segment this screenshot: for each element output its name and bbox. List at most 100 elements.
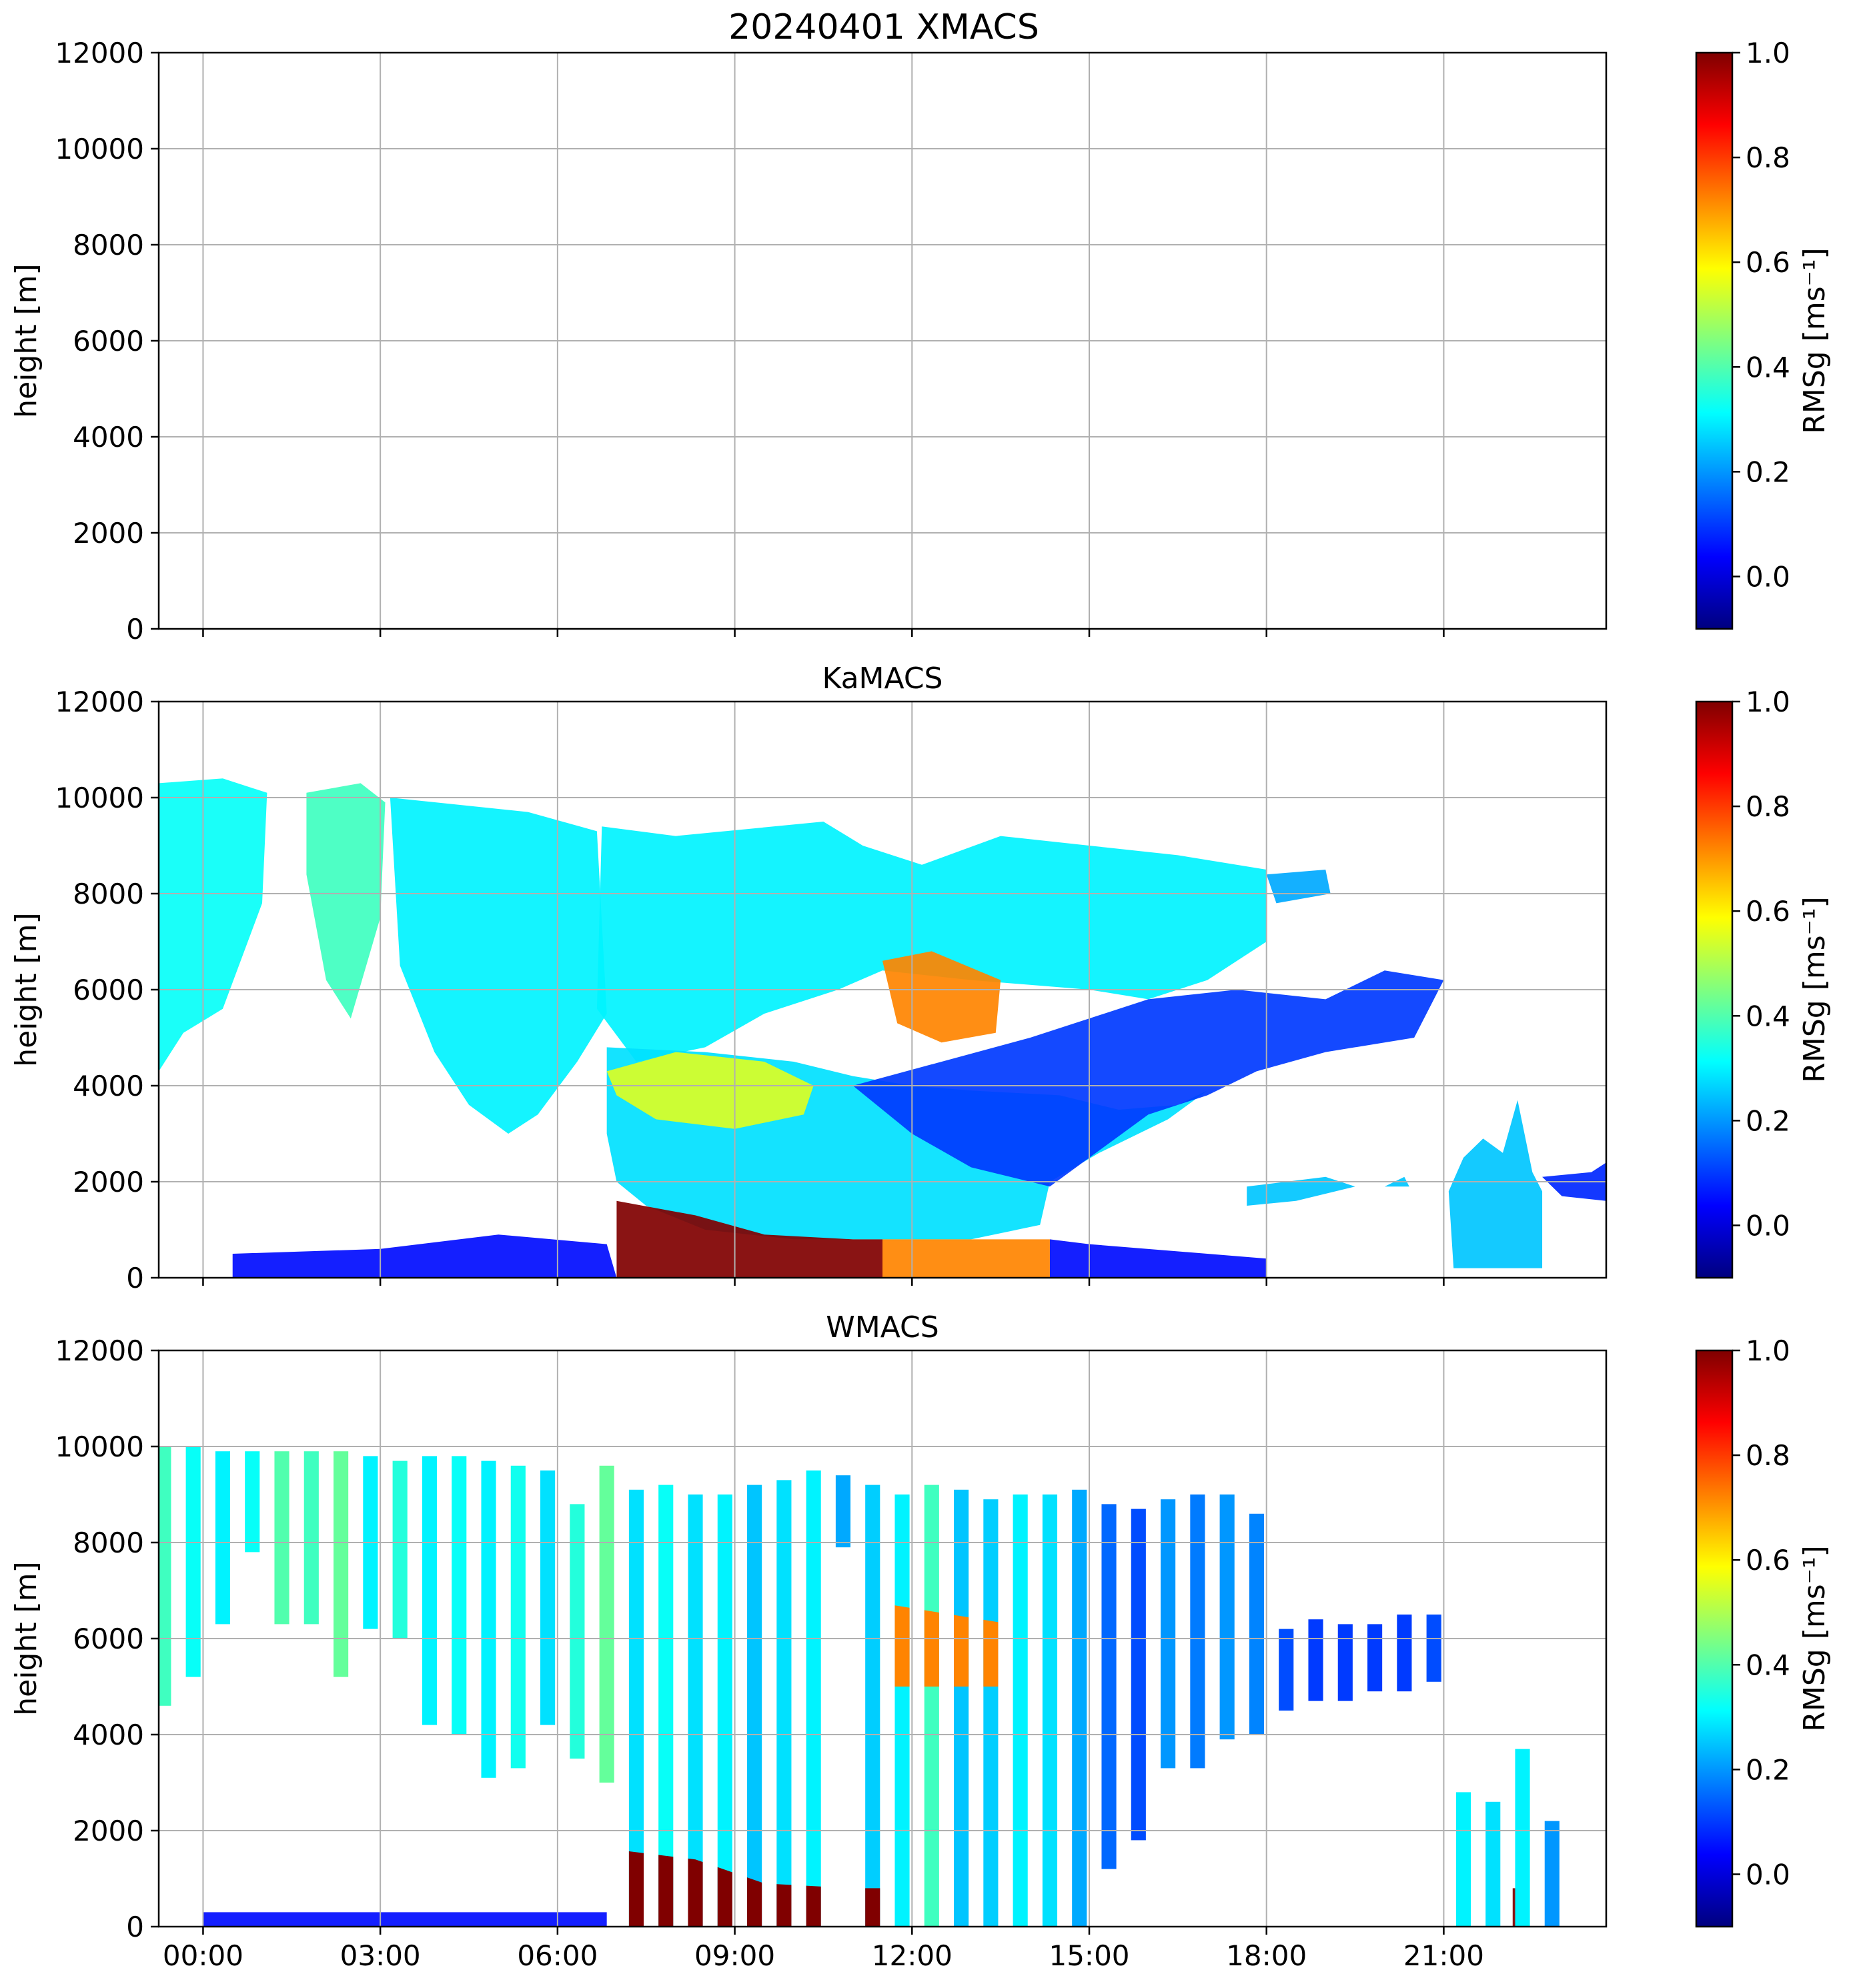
scan-stripe bbox=[1042, 1495, 1058, 1927]
colorbar-tick-label: 0.4 bbox=[1746, 351, 1790, 383]
scan-stripe bbox=[835, 1475, 851, 1548]
scan-stripe bbox=[717, 1495, 732, 1927]
y-tick-label: 12000 bbox=[55, 37, 144, 69]
y-tick-label: 2000 bbox=[73, 1166, 144, 1198]
colorbar bbox=[1695, 700, 1734, 1279]
colorbar-label: RMSg [ms⁻¹] bbox=[1798, 896, 1832, 1082]
scan-stripe bbox=[1308, 1619, 1323, 1701]
panel-3: WMACS 0 2000 4000 6000 8000 10000 12000 00:00 03:… bbox=[9, 1310, 1832, 1972]
scan-stripe bbox=[1219, 1495, 1235, 1740]
colorbar-tick-label: 1.0 bbox=[1746, 686, 1790, 718]
scan-stripe bbox=[1367, 1624, 1383, 1692]
data-layer bbox=[159, 1446, 1560, 1927]
echo-region bbox=[892, 1605, 1011, 1687]
scan-stripe bbox=[1455, 1792, 1471, 1927]
echo-region bbox=[232, 1234, 1267, 1278]
scan-stripe bbox=[628, 1489, 644, 1927]
y-tick-label: 4000 bbox=[73, 1070, 144, 1102]
panel-title: WMACS bbox=[826, 1310, 939, 1344]
colorbar bbox=[1695, 51, 1734, 630]
y-axis-label: height [m] bbox=[9, 1561, 43, 1715]
panel-title: KaMACS bbox=[822, 662, 943, 696]
echo-region bbox=[159, 778, 267, 1072]
colorbar-tick-label: 1.0 bbox=[1746, 37, 1790, 69]
scan-stripe bbox=[303, 1451, 319, 1625]
scan-stripe bbox=[954, 1489, 969, 1927]
scan-stripe bbox=[1397, 1615, 1412, 1692]
scan-stripe bbox=[865, 1484, 880, 1927]
echo-region bbox=[616, 1849, 882, 1927]
scan-stripe bbox=[1279, 1629, 1294, 1711]
echo-region bbox=[1448, 1100, 1543, 1268]
colorbar-tick-label: 0.8 bbox=[1746, 790, 1790, 823]
scan-stripe bbox=[599, 1465, 614, 1783]
scan-stripe bbox=[481, 1460, 496, 1778]
colorbar-tick-label: 0.6 bbox=[1746, 895, 1790, 928]
scan-stripe bbox=[806, 1470, 821, 1927]
y-tick-label: 10000 bbox=[55, 1430, 144, 1463]
scan-stripe bbox=[245, 1451, 260, 1553]
colorbar-label: RMSg [ms⁻¹] bbox=[1798, 247, 1832, 433]
grid bbox=[159, 1350, 1606, 1927]
x-tick-label: 21:00 bbox=[1403, 1939, 1484, 1972]
colorbar bbox=[1695, 1349, 1734, 1928]
scan-stripe bbox=[1485, 1801, 1501, 1927]
scan-stripe bbox=[1337, 1624, 1353, 1701]
y-tick-label: 10000 bbox=[55, 782, 144, 814]
y-tick-label: 0 bbox=[126, 613, 144, 646]
echo-region bbox=[203, 1912, 607, 1927]
x-tick-label: 15:00 bbox=[1049, 1939, 1129, 1972]
y-tick-label: 4000 bbox=[73, 421, 144, 453]
echo-region bbox=[306, 783, 386, 1019]
colorbar-tick-label: 0.6 bbox=[1746, 246, 1790, 279]
colorbar-tick-label: 0.0 bbox=[1746, 1209, 1790, 1242]
scan-stripe bbox=[540, 1470, 556, 1725]
x-tick-label: 06:00 bbox=[517, 1939, 598, 1972]
y-tick-label: 6000 bbox=[73, 325, 144, 357]
scan-stripe bbox=[334, 1451, 349, 1677]
colorbar-tick-label: 0.4 bbox=[1746, 1649, 1790, 1681]
y-tick-label: 6000 bbox=[73, 974, 144, 1006]
echo-region bbox=[1247, 1176, 1355, 1206]
x-tick-label: 18:00 bbox=[1226, 1939, 1307, 1972]
scan-stripe bbox=[422, 1456, 438, 1725]
y-tick-label: 0 bbox=[126, 1262, 144, 1294]
grid bbox=[159, 52, 1606, 630]
scan-stripe bbox=[392, 1460, 408, 1639]
panel-2: KaMACS 0 2000 4000 6000 8000 10000 12000 height … bbox=[9, 662, 1832, 1294]
echo-region bbox=[390, 798, 607, 1134]
echo-region bbox=[596, 822, 1267, 1062]
colorbar-tick-label: 0.6 bbox=[1746, 1544, 1790, 1577]
colorbar-tick-label: 0.2 bbox=[1746, 1753, 1790, 1786]
y-tick-label: 4000 bbox=[73, 1719, 144, 1751]
scan-stripe bbox=[274, 1451, 289, 1625]
scan-stripe bbox=[924, 1484, 939, 1927]
y-tick-label: 8000 bbox=[73, 878, 144, 910]
y-tick-label: 12000 bbox=[55, 686, 144, 718]
y-tick-label: 0 bbox=[126, 1911, 144, 1943]
y-tick-label: 6000 bbox=[73, 1623, 144, 1655]
scan-stripe bbox=[983, 1499, 999, 1927]
scan-stripe bbox=[452, 1456, 467, 1735]
scan-stripe bbox=[1072, 1489, 1087, 1927]
x-tick-label: 12:00 bbox=[872, 1939, 953, 1972]
y-tick-label: 8000 bbox=[73, 229, 144, 261]
scan-stripe bbox=[185, 1446, 201, 1677]
echo-region bbox=[882, 1239, 1050, 1278]
y-tick-label: 12000 bbox=[55, 1334, 144, 1367]
colorbar-label: RMSg [ms⁻¹] bbox=[1798, 1545, 1832, 1731]
y-axis-label: height [m] bbox=[9, 912, 43, 1066]
scan-stripe bbox=[510, 1465, 526, 1769]
colorbar-tick-label: 0.2 bbox=[1746, 455, 1790, 488]
scan-stripe bbox=[570, 1504, 585, 1759]
scan-stripe bbox=[1101, 1504, 1117, 1869]
y-tick-label: 2000 bbox=[73, 1815, 144, 1847]
echo-region bbox=[852, 970, 1444, 1187]
colorbar-tick-label: 0.0 bbox=[1746, 1858, 1790, 1891]
scan-stripe bbox=[1426, 1615, 1441, 1682]
scan-stripe bbox=[1161, 1499, 1176, 1769]
data-layer bbox=[159, 778, 1606, 1278]
x-tick-label: 09:00 bbox=[694, 1939, 775, 1972]
figure-title: 20240401 XMACS bbox=[728, 7, 1039, 47]
